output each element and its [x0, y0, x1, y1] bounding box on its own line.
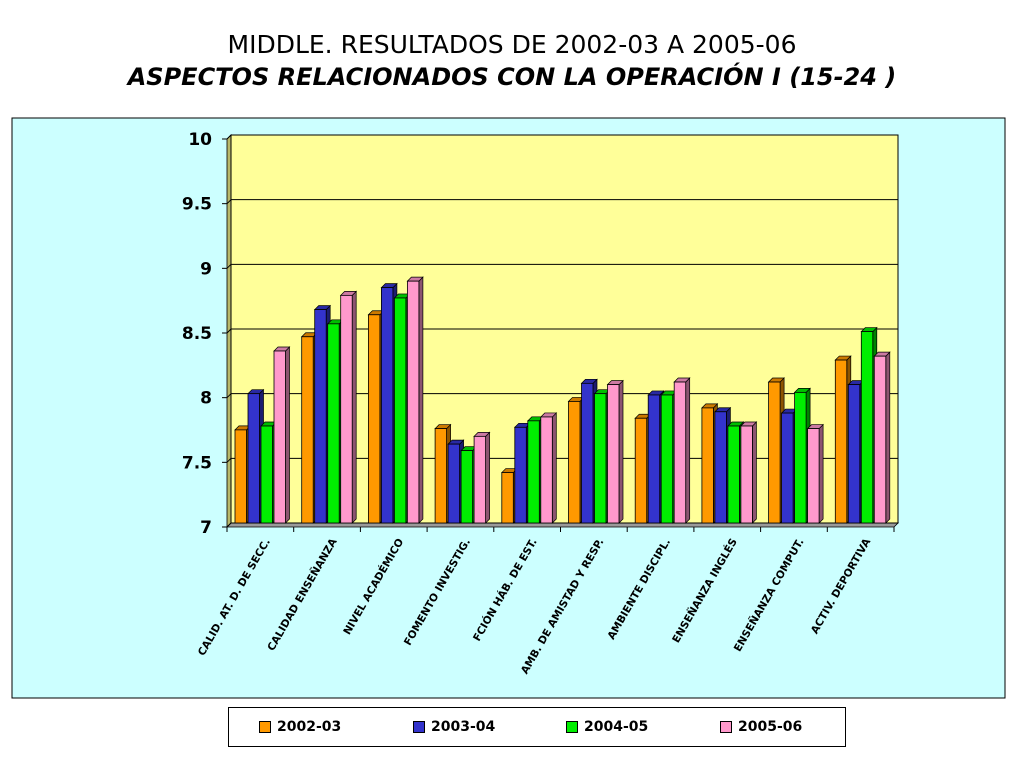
legend-item: 2005-06 [720, 719, 802, 735]
bar [714, 411, 727, 524]
chart-subtitle: ASPECTOS RELACIONADOS CON LA OPERACIÓN I… [127, 63, 897, 91]
bar [807, 428, 820, 524]
gridline-side [226, 393, 232, 399]
bar [380, 287, 394, 524]
bar [434, 428, 448, 524]
legend-label: 2003-04 [431, 719, 496, 735]
bar [740, 425, 753, 524]
gridline-side [226, 457, 232, 463]
y-tick-label: 10 [188, 130, 212, 150]
bar-side [885, 351, 891, 524]
bar [768, 381, 781, 524]
gridline-side [226, 328, 232, 334]
bar-side [818, 423, 824, 524]
legend-label: 2002-03 [277, 719, 342, 735]
bar [527, 420, 540, 524]
gridline-side [226, 263, 232, 269]
bar [314, 309, 327, 524]
bar [847, 384, 861, 524]
bar [393, 297, 407, 524]
bar [794, 391, 807, 524]
bar [873, 355, 887, 524]
bar [727, 425, 740, 524]
legend-item: 2004-05 [566, 719, 648, 735]
bar [447, 443, 461, 524]
bar [860, 331, 874, 524]
bar [501, 472, 514, 524]
bar [327, 323, 340, 524]
bar-side [485, 431, 490, 524]
y-tick-label: 8 [200, 389, 212, 409]
y-tick-label: 7.5 [182, 453, 212, 473]
y-tick-label: 9.5 [182, 195, 212, 215]
bar [673, 381, 687, 524]
bar-side [551, 412, 557, 524]
bar [594, 393, 607, 524]
bar [634, 417, 648, 524]
bar [781, 412, 794, 524]
page-title: MIDDLE. RESULTADOS DE 2002-03 A 2005-06 [227, 30, 797, 59]
gridline-side [226, 522, 232, 528]
bar [834, 359, 848, 524]
bar [247, 393, 260, 524]
bar [273, 350, 286, 524]
bar [473, 435, 487, 524]
legend-label: 2005-06 [738, 719, 803, 735]
bar [340, 294, 353, 524]
y-tick-label: 8.5 [182, 324, 212, 344]
bar-side [618, 379, 624, 524]
bar [647, 394, 661, 524]
bar [301, 336, 314, 524]
legend-swatch [413, 721, 425, 733]
plot-floor [226, 522, 899, 528]
bar [568, 401, 581, 524]
legend-swatch [259, 721, 271, 733]
y-tick-label: 9 [200, 259, 212, 279]
bar [660, 394, 674, 524]
bar-side [351, 290, 357, 524]
bar [540, 416, 553, 524]
bar [607, 384, 620, 524]
legend-item: 2003-04 [413, 719, 495, 735]
bar-side [685, 377, 691, 524]
bar [514, 426, 527, 524]
bar-side [418, 276, 424, 524]
bar [406, 280, 420, 524]
bar [701, 407, 714, 524]
legend-item: 2002-03 [259, 719, 341, 735]
bar [234, 429, 247, 524]
legend-label: 2004-05 [584, 719, 649, 735]
bar-side [752, 421, 757, 524]
bar [367, 314, 381, 524]
legend-swatch [566, 721, 578, 733]
bar-side [285, 346, 290, 524]
gridline-side [226, 134, 232, 140]
y-tick-label: 7 [200, 518, 212, 538]
gridline-side [226, 199, 232, 205]
bar [581, 382, 594, 524]
bar [260, 425, 273, 524]
legend: 2002-03 2003-04 2004-05 2005-06 [228, 707, 846, 747]
legend-swatch [720, 721, 732, 733]
bar [460, 450, 474, 524]
